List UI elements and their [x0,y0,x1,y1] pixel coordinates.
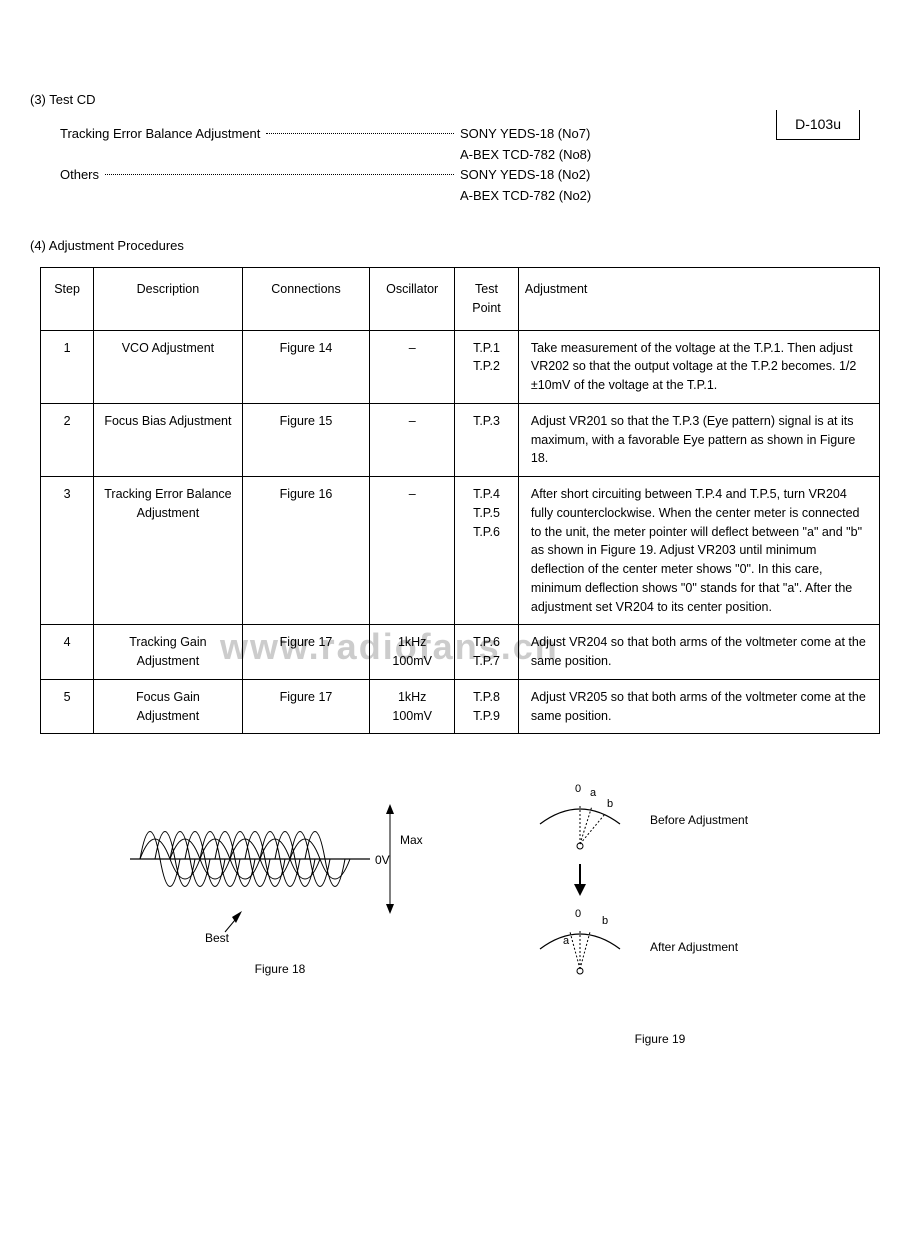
cell-testpoint: T.P.8 T.P.9 [455,679,519,734]
cell-oscillator: 1kHz 100mV [370,625,455,680]
label-max: Max [400,833,423,847]
testcd-row: Others SONY YEDS-18 (No2) [60,165,890,185]
meter-diagram: 0 a b Before Adjustment 0 a b After Adju… [510,774,810,1014]
table-row: 2Focus Bias AdjustmentFigure 15–T.P.3Adj… [41,403,880,476]
label-0v: 0V [375,853,390,867]
label-best: Best [205,931,230,944]
cell-adjustment: Adjust VR204 so that both arms of the vo… [518,625,879,680]
mark-b: b [602,915,608,927]
testcd-block: Tracking Error Balance Adjustment SONY Y… [60,124,890,206]
testcd-label: Tracking Error Balance Adjustment [60,124,260,144]
cell-testpoint: T.P.3 [455,403,519,476]
mark-a: a [563,935,570,947]
col-header-adjustment: Adjustment [518,268,879,331]
after-adjustment-label: After Adjustment [650,940,739,954]
dot-leader [266,124,454,134]
cell-description: VCO Adjustment [94,330,243,403]
table-row: 1VCO AdjustmentFigure 14–T.P.1 T.P.2Take… [41,330,880,403]
testcd-label: Others [60,165,99,185]
mark-0: 0 [575,908,581,920]
figure18-caption: Figure 18 [110,960,450,978]
cell-oscillator: – [370,477,455,625]
cell-adjustment: Take measurement of the voltage at the T… [518,330,879,403]
table-row: 3Tracking Error Balance AdjustmentFigure… [41,477,880,625]
col-header-step: Step [41,268,94,331]
cell-step: 3 [41,477,94,625]
cell-step: 1 [41,330,94,403]
cell-testpoint: T.P.1 T.P.2 [455,330,519,403]
cell-oscillator: 1kHz 100mV [370,679,455,734]
model-number: D-103u [795,116,841,132]
table-body: 1VCO AdjustmentFigure 14–T.P.1 T.P.2Take… [41,330,880,734]
testcd-value: SONY YEDS-18 (No2) [460,165,890,185]
cell-connections: Figure 16 [242,477,369,625]
testcd-row: Tracking Error Balance Adjustment SONY Y… [60,124,890,144]
col-header-testpoint: Test Point [455,268,519,331]
figure-18: Max 0V Best Figure 18 [110,774,450,1048]
cell-step: 2 [41,403,94,476]
cell-adjustment: Adjust VR205 so that both arms of the vo… [518,679,879,734]
cell-description: Tracking Gain Adjustment [94,625,243,680]
cell-adjustment: After short circuiting between T.P.4 and… [518,477,879,625]
cell-testpoint: T.P.6 T.P.7 [455,625,519,680]
cell-connections: Figure 17 [242,679,369,734]
table-row: 4Tracking Gain AdjustmentFigure 171kHz 1… [41,625,880,680]
mark-b: b [607,798,613,810]
cell-description: Focus Bias Adjustment [94,403,243,476]
col-header-connections: Connections [242,268,369,331]
cell-oscillator: – [370,330,455,403]
cell-connections: Figure 14 [242,330,369,403]
cell-description: Focus Gain Adjustment [94,679,243,734]
mark-0: 0 [575,783,581,795]
testcd-value: A-BEX TCD-782 (No2) [460,186,890,206]
model-number-box: D-103u [776,110,860,140]
testcd-value: A-BEX TCD-782 (No8) [460,145,890,165]
eye-pattern-diagram: Max 0V Best [110,774,450,944]
table-row: 5Focus Gain AdjustmentFigure 171kHz 100m… [41,679,880,734]
figure19-caption: Figure 19 [510,1030,810,1048]
col-header-description: Description [94,268,243,331]
cell-step: 4 [41,625,94,680]
cell-oscillator: – [370,403,455,476]
cell-description: Tracking Error Balance Adjustment [94,477,243,625]
cell-testpoint: T.P.4 T.P.5 T.P.6 [455,477,519,625]
col-header-oscillator: Oscillator [370,268,455,331]
section4-heading: (4) Adjustment Procedures [30,236,890,256]
cell-step: 5 [41,679,94,734]
table-header-row: Step Description Connections Oscillator … [41,268,880,331]
dot-leader [105,165,454,175]
cell-connections: Figure 17 [242,625,369,680]
mark-a: a [590,787,597,799]
figure-19: 0 a b Before Adjustment 0 a b After Adju… [510,774,810,1048]
before-adjustment-label: Before Adjustment [650,813,749,827]
adjustment-table: Step Description Connections Oscillator … [40,267,880,734]
cell-connections: Figure 15 [242,403,369,476]
figures-area: Max 0V Best Figure 18 0 a b Before Adjus… [30,774,890,1048]
cell-adjustment: Adjust VR201 so that the T.P.3 (Eye patt… [518,403,879,476]
section3-heading: (3) Test CD [30,90,890,110]
